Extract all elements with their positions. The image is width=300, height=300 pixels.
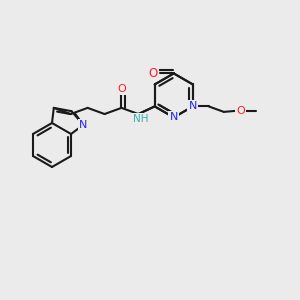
Text: O: O [236, 106, 245, 116]
Text: N: N [169, 112, 178, 122]
Text: N: N [189, 101, 197, 111]
Text: N: N [79, 120, 87, 130]
Text: NH: NH [133, 114, 148, 124]
Text: O: O [148, 67, 158, 80]
Text: O: O [117, 84, 126, 94]
